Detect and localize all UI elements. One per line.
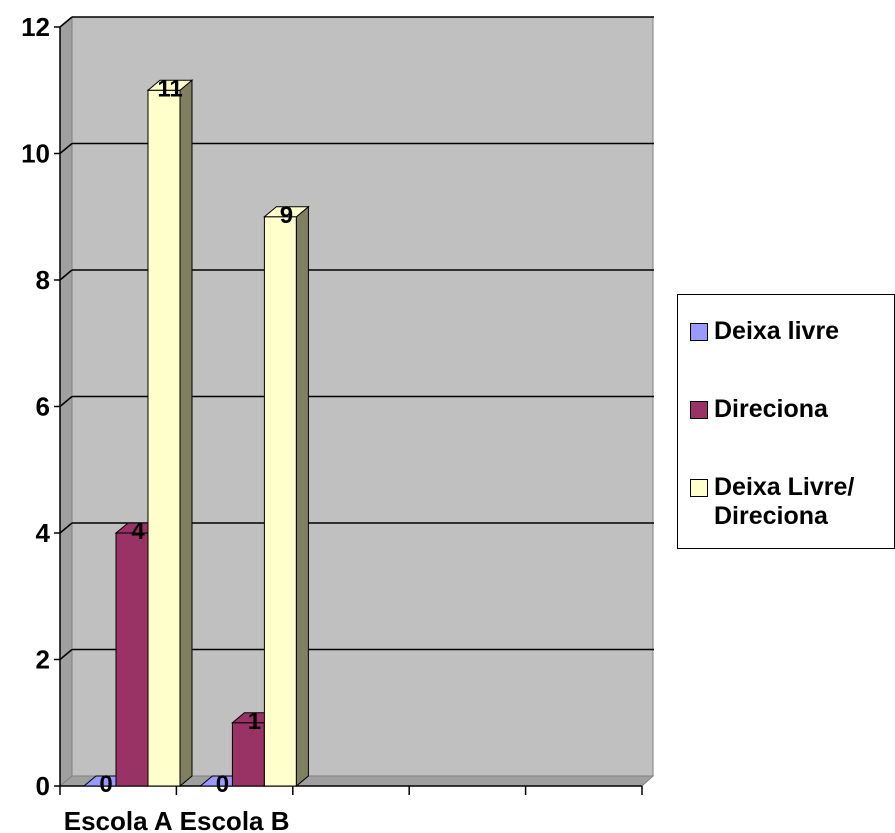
data-label: 0 — [99, 771, 112, 798]
legend-label: Direciona — [714, 395, 828, 423]
y-tick-label: 2 — [36, 645, 50, 675]
y-tick-label: 10 — [21, 139, 50, 169]
y-axis-ticks: 0 2 4 6 8 10 12 — [21, 12, 60, 801]
gridline-side — [59, 522, 73, 534]
gridline-side — [59, 16, 73, 28]
legend-label: Deixa Livre/ Direciona — [714, 473, 855, 530]
data-label: 9 — [280, 202, 293, 229]
data-label: 0 — [216, 771, 229, 798]
y-tick-label: 4 — [36, 518, 51, 548]
y-tick-label: 12 — [21, 12, 50, 42]
data-label: 4 — [131, 518, 145, 545]
y-tick-label: 0 — [36, 771, 50, 801]
legend-swatch-deixa-livre — [690, 323, 708, 341]
legend-item-direciona: Direciona — [690, 395, 894, 424]
legend-label: Deixa livre — [714, 317, 840, 345]
legend: Deixa livre Direciona Deixa Livre/ Direc… — [677, 294, 895, 549]
gridline-side — [59, 648, 73, 661]
x-axis-ticks: Escola A Escola B — [59, 786, 643, 833]
gridline-side — [59, 395, 73, 408]
x-tick-label: Escola B — [180, 806, 290, 833]
legend-swatch-direciona — [690, 401, 708, 419]
legend-item-deixa-livre: Deixa livre — [690, 317, 894, 346]
bar — [146, 79, 194, 788]
data-labels: 0 4 11 0 1 9 — [99, 75, 293, 798]
data-label: 11 — [157, 75, 182, 102]
legend-item-deixa-livre-direciona: Deixa Livre/ Direciona — [690, 473, 894, 531]
y-tick-label: 8 — [36, 265, 50, 295]
y-tick-label: 6 — [36, 392, 50, 422]
bars — [82, 79, 310, 788]
gridline-side — [59, 269, 73, 281]
gridline-side — [59, 142, 73, 155]
data-label: 1 — [248, 708, 261, 735]
legend-swatch-deixa-livre-direciona — [690, 479, 708, 497]
x-tick-label: Escola A — [64, 806, 173, 833]
bar — [263, 205, 310, 788]
